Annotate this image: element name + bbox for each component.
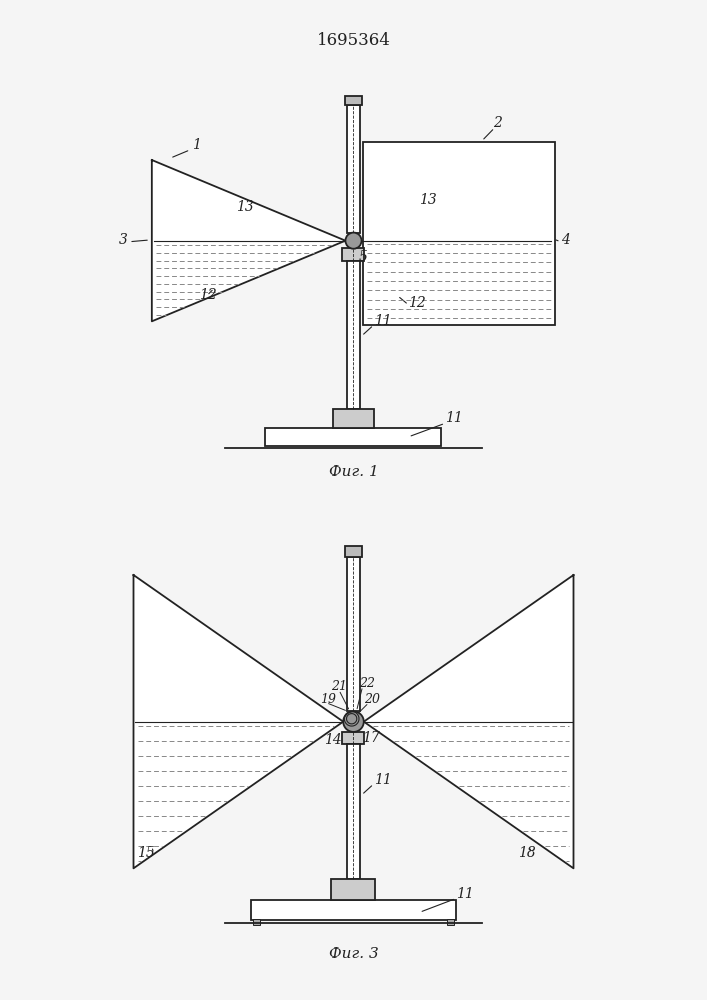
Bar: [342, 732, 365, 744]
Bar: [332, 879, 375, 900]
Text: 12: 12: [199, 288, 217, 302]
Bar: [347, 557, 360, 711]
Text: 18: 18: [518, 846, 536, 860]
Text: 11: 11: [374, 314, 392, 328]
Text: 20: 20: [365, 693, 380, 706]
Bar: [346, 261, 361, 409]
Text: 5: 5: [359, 250, 368, 264]
Text: 13: 13: [419, 193, 437, 207]
Text: 1: 1: [192, 138, 201, 152]
Text: 11: 11: [445, 411, 463, 425]
Polygon shape: [364, 575, 573, 868]
Text: 13: 13: [236, 200, 254, 214]
Text: 14: 14: [325, 733, 342, 747]
Text: 15: 15: [137, 846, 155, 860]
Bar: [266, 428, 441, 446]
Bar: [333, 409, 374, 428]
Bar: [252, 919, 260, 925]
Text: 19: 19: [320, 693, 337, 706]
Bar: [345, 546, 362, 557]
Bar: [346, 744, 361, 879]
Text: 4: 4: [561, 233, 570, 247]
Text: 1695364: 1695364: [317, 32, 390, 49]
Circle shape: [346, 233, 361, 249]
Bar: [342, 248, 365, 261]
Circle shape: [343, 711, 364, 732]
Text: 11: 11: [456, 887, 474, 901]
Polygon shape: [134, 575, 343, 868]
Text: 17: 17: [361, 731, 380, 745]
Text: 3: 3: [119, 233, 128, 247]
Bar: [345, 96, 362, 105]
Bar: [447, 919, 455, 925]
Text: 22: 22: [359, 677, 375, 690]
Bar: [347, 105, 360, 233]
Polygon shape: [152, 160, 346, 321]
Text: 11: 11: [374, 773, 392, 787]
Text: 12: 12: [409, 296, 426, 310]
Text: Фиг. 3: Фиг. 3: [329, 948, 378, 962]
Text: 2: 2: [493, 116, 502, 130]
Text: Фиг. 1: Фиг. 1: [329, 465, 378, 479]
Text: 21: 21: [332, 681, 348, 694]
Bar: [363, 142, 555, 325]
Bar: [251, 900, 456, 920]
